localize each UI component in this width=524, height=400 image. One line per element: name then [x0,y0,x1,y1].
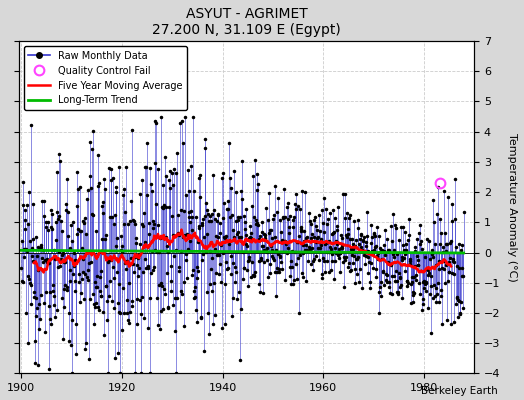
Legend: Raw Monthly Data, Quality Control Fail, Five Year Moving Average, Long-Term Tren: Raw Monthly Data, Quality Control Fail, … [24,46,187,110]
Title: ASYUT - AGRIMET
27.200 N, 31.109 E (Egypt): ASYUT - AGRIMET 27.200 N, 31.109 E (Egyp… [152,7,341,37]
Text: Berkeley Earth: Berkeley Earth [421,386,498,396]
Y-axis label: Temperature Anomaly (°C): Temperature Anomaly (°C) [507,133,517,282]
